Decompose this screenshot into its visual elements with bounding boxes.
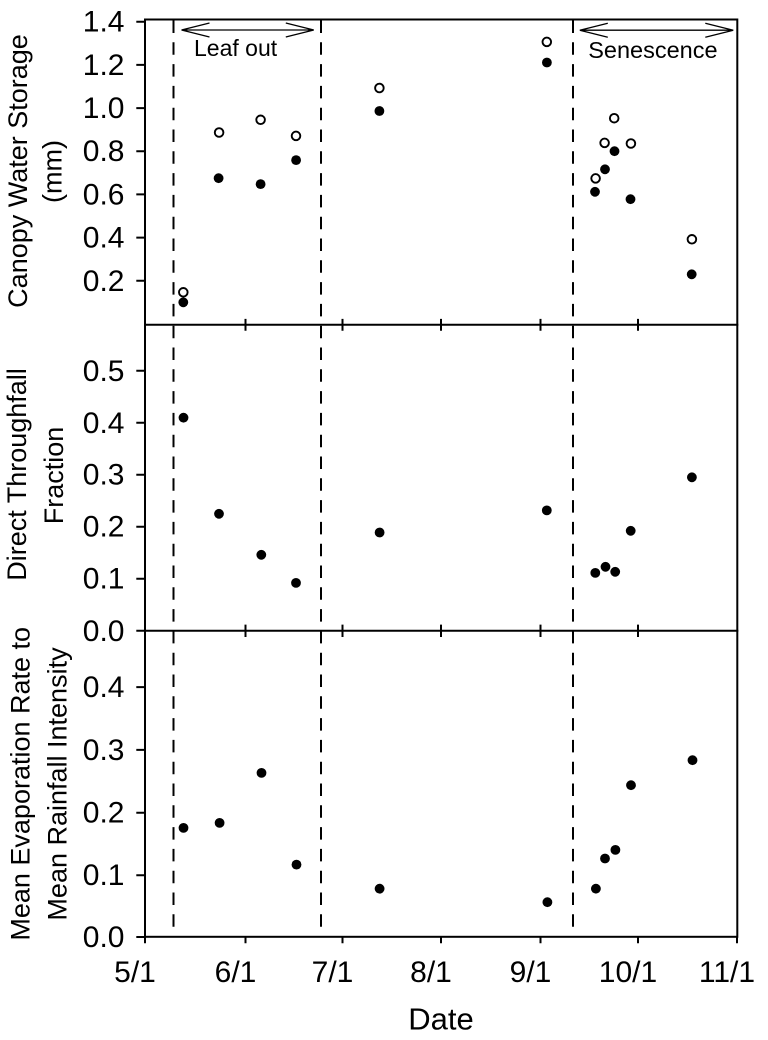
svg-text:1.4: 1.4 — [83, 6, 125, 39]
svg-text:0.2: 0.2 — [83, 797, 125, 830]
svg-text:0.0: 0.0 — [83, 615, 125, 648]
svg-text:Direct Throughfall: Direct Throughfall — [2, 368, 32, 581]
svg-text:0.2: 0.2 — [83, 265, 125, 298]
svg-text:9/1: 9/1 — [510, 956, 552, 989]
svg-text:0.4: 0.4 — [83, 407, 125, 440]
svg-text:5/1: 5/1 — [114, 956, 156, 989]
svg-text:11/1: 11/1 — [699, 956, 755, 989]
svg-text:0.4: 0.4 — [83, 222, 125, 255]
svg-text:Date: Date — [408, 1001, 473, 1036]
svg-text:6/1: 6/1 — [215, 956, 257, 989]
svg-text:1.2: 1.2 — [83, 49, 125, 82]
svg-text:Senescence: Senescence — [588, 37, 717, 63]
svg-text:0.1: 0.1 — [83, 859, 125, 892]
svg-text:10/1: 10/1 — [599, 956, 657, 989]
svg-text:0.1: 0.1 — [83, 563, 125, 596]
svg-text:0.6: 0.6 — [83, 178, 125, 211]
svg-text:0.4: 0.4 — [83, 671, 125, 704]
svg-text:Fraction: Fraction — [39, 427, 69, 525]
svg-text:0.3: 0.3 — [83, 734, 125, 767]
svg-text:Mean Evaporation Rate to: Mean Evaporation Rate to — [6, 627, 36, 941]
svg-text:0.2: 0.2 — [83, 511, 125, 544]
svg-text:0.8: 0.8 — [83, 135, 125, 168]
svg-text:0.5: 0.5 — [83, 355, 125, 388]
svg-text:Mean Rainfall Intensity: Mean Rainfall Intensity — [43, 647, 73, 921]
svg-text:Canopy Water Storage: Canopy Water Storage — [3, 34, 33, 308]
svg-text:0.0: 0.0 — [83, 921, 125, 954]
svg-text:(mm): (mm) — [38, 140, 68, 203]
svg-text:0.3: 0.3 — [83, 459, 125, 492]
svg-text:1.0: 1.0 — [83, 92, 125, 125]
svg-text:Leaf out: Leaf out — [194, 35, 278, 61]
svg-text:7/1: 7/1 — [312, 956, 354, 989]
svg-text:8/1: 8/1 — [410, 956, 452, 989]
